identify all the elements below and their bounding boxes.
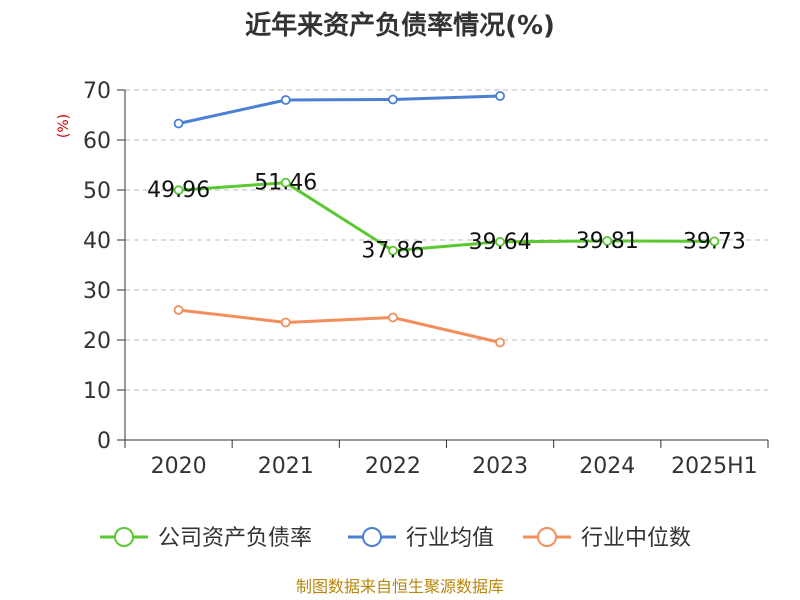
data-point (280, 317, 291, 328)
y-tick-label: 20 (83, 329, 111, 354)
series-line-1 (178, 94, 501, 125)
legend-swatch-marker (362, 527, 382, 547)
y-tick-label: 70 (83, 79, 111, 104)
y-tick-label: 40 (83, 229, 111, 254)
x-tick-label: 2022 (365, 454, 421, 479)
data-label: 39.81 (576, 229, 639, 254)
legend: 公司资产负债率 行业均值 行业中位数 (100, 526, 691, 551)
data-label: 39.64 (469, 230, 532, 255)
x-tick-label: 2021 (258, 454, 314, 479)
y-axis-label: (%) (56, 114, 72, 138)
data-point (173, 118, 184, 129)
data-point (388, 245, 398, 256)
legend-label: 公司资产负债率 (158, 526, 312, 551)
series-line-0 (178, 181, 715, 253)
legend-swatch-marker (114, 527, 134, 547)
data-point (602, 236, 613, 246)
y-tick-label: 50 (83, 179, 111, 204)
data-label: 51.46 (254, 171, 317, 196)
legend-label: 行业均值 (406, 526, 494, 551)
x-tick-label: 2020 (151, 454, 207, 479)
x-tick-label: 2024 (579, 454, 635, 479)
data-point (280, 177, 291, 188)
data-point (280, 95, 291, 105)
y-tick-labels: 0 10 20 30 40 50 60 70 (83, 79, 111, 454)
data-point (173, 185, 184, 196)
data-labels: 49.96 51.46 37.86 39.64 39.81 39.73 (147, 171, 746, 264)
legend-label: 行业中位数 (581, 526, 691, 551)
data-point (495, 91, 505, 101)
data-label: 37.86 (361, 239, 424, 264)
y-tick-label: 30 (83, 279, 111, 304)
y-tick-label: 60 (83, 129, 111, 154)
series-group (173, 91, 720, 348)
data-label: 39.73 (683, 229, 746, 254)
axes (117, 89, 769, 448)
series-line-2 (178, 308, 501, 344)
chart-title: 近年来资产负债率情况(%) (245, 10, 555, 41)
source-note: 制图数据来自恒生聚源数据库 (296, 577, 504, 596)
x-tick-label: 2025H1 (671, 454, 758, 479)
data-point (388, 94, 398, 105)
x-tick-label: 2023 (472, 454, 528, 479)
x-tick-labels: 2020 2021 2022 2023 2024 2025H1 (151, 454, 758, 479)
data-point (709, 236, 720, 247)
data-label: 49.96 (147, 178, 210, 203)
y-tick-label: 0 (97, 429, 111, 454)
legend-swatch-marker (537, 527, 557, 547)
y-tick-label: 10 (83, 379, 111, 404)
data-point (388, 312, 398, 323)
data-point (495, 337, 505, 348)
data-point (495, 236, 505, 247)
data-point (173, 305, 184, 315)
